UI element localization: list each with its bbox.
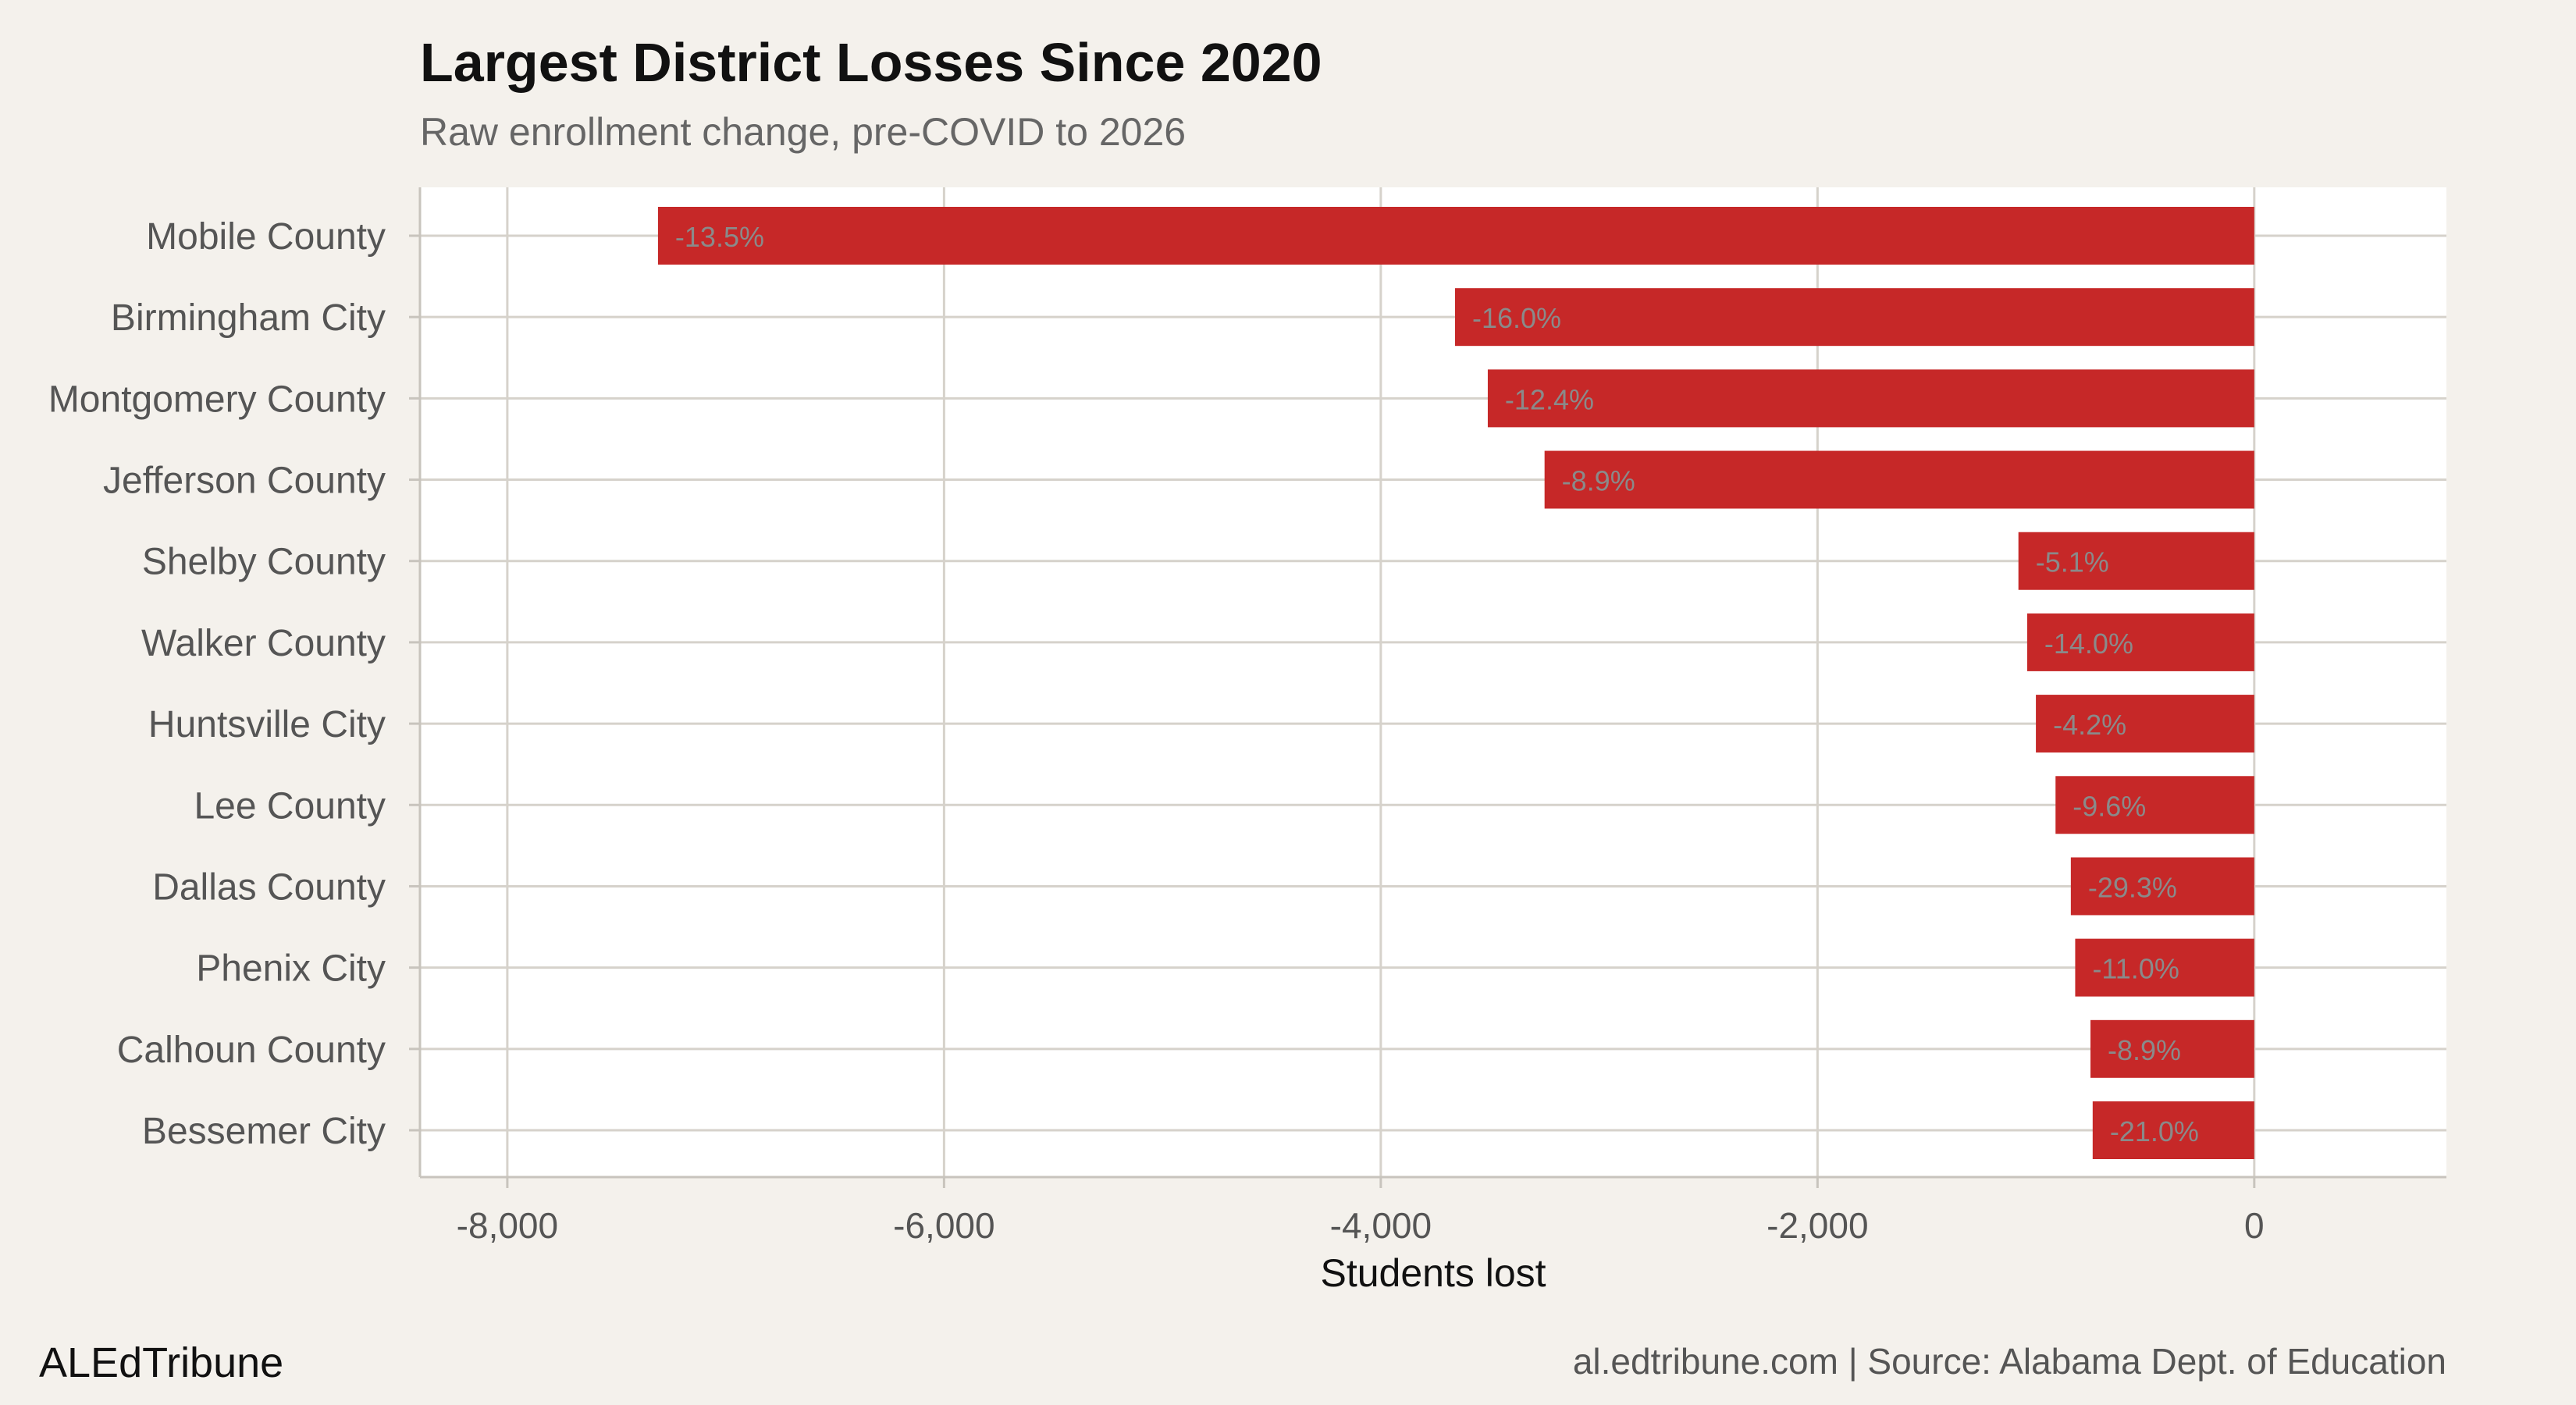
vertical-gridlines bbox=[506, 187, 2256, 1177]
chart-subtitle: Raw enrollment change, pre-COVID to 2026 bbox=[420, 110, 1186, 154]
source-note: al.edtribune.com | Source: Alabama Dept.… bbox=[1573, 1341, 2446, 1382]
chart-title: Largest District Losses Since 2020 bbox=[420, 32, 1322, 93]
bar bbox=[2036, 695, 2254, 753]
category-labels: Mobile County Birmingham City Montgomery C… bbox=[48, 216, 386, 1152]
category-label: Mobile County bbox=[146, 216, 386, 258]
data-label: -12.4% bbox=[1505, 383, 1594, 415]
bar bbox=[1544, 450, 2254, 509]
data-labels: -13.5% -16.0% -12.4% -8.9% -5.1% -14.0% -4.2% -… bbox=[675, 221, 2199, 1147]
category-label: Phenix City bbox=[196, 948, 386, 990]
x-tick-labels: -8,000 -6,000 -4,000 -2,000 0 bbox=[457, 1177, 2265, 1246]
bar bbox=[2070, 857, 2254, 916]
data-label: -9.6% bbox=[2073, 790, 2146, 822]
data-label: -16.0% bbox=[1472, 302, 1561, 334]
category-label: Montgomery County bbox=[48, 379, 386, 420]
bar bbox=[2090, 1019, 2254, 1078]
data-label: -5.1% bbox=[2036, 546, 2109, 578]
category-label: Huntsville City bbox=[148, 704, 386, 745]
x-tick-label: -4,000 bbox=[1330, 1205, 1432, 1246]
category-label: Dallas County bbox=[152, 866, 386, 908]
category-label: Shelby County bbox=[142, 542, 386, 583]
data-label: -21.0% bbox=[2110, 1115, 2199, 1147]
bars bbox=[657, 207, 2254, 1159]
category-label: Walker County bbox=[141, 623, 386, 664]
category-label: Calhoun County bbox=[117, 1030, 386, 1071]
bar bbox=[2018, 532, 2254, 590]
brand-label: ALEdTribune bbox=[39, 1339, 283, 1386]
x-axis-title: Students lost bbox=[1320, 1251, 1546, 1295]
bar bbox=[2092, 1101, 2254, 1159]
bar bbox=[2075, 938, 2254, 997]
data-label: -4.2% bbox=[2053, 709, 2126, 741]
category-label: Jefferson County bbox=[103, 461, 386, 502]
x-tick-label: -8,000 bbox=[457, 1205, 558, 1246]
category-label: Birmingham City bbox=[111, 297, 386, 339]
bar bbox=[657, 207, 2254, 265]
bar bbox=[1454, 288, 2254, 347]
bar bbox=[2055, 776, 2254, 834]
data-label: -29.3% bbox=[2088, 871, 2177, 903]
data-label: -13.5% bbox=[675, 221, 764, 253]
plot-area bbox=[420, 187, 2446, 1177]
x-tick-label: -6,000 bbox=[893, 1205, 994, 1246]
data-label: -11.0% bbox=[2092, 953, 2179, 985]
data-label: -8.9% bbox=[2108, 1034, 2181, 1066]
data-label: -8.9% bbox=[1562, 465, 1635, 497]
category-label: Lee County bbox=[194, 785, 386, 827]
x-tick-label: -2,000 bbox=[1767, 1205, 1868, 1246]
bar bbox=[1487, 369, 2254, 428]
x-tick-label: 0 bbox=[2244, 1205, 2265, 1246]
category-label: Bessemer City bbox=[142, 1111, 386, 1152]
bar bbox=[2026, 613, 2254, 671]
data-label: -14.0% bbox=[2044, 628, 2133, 660]
